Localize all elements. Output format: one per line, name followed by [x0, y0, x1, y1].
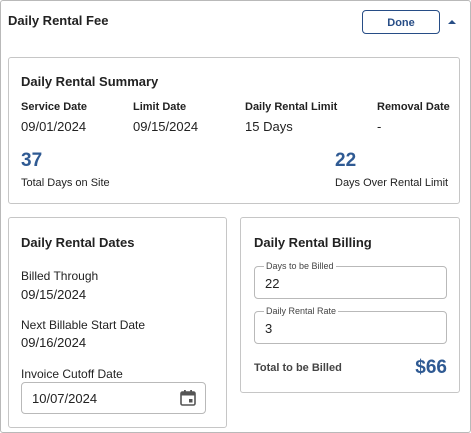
panel-header: Daily Rental Fee Done	[1, 1, 470, 43]
removal-date-value: -	[377, 119, 382, 134]
summary-card: Daily Rental Summary Service Date 09/01/…	[8, 57, 460, 204]
summary-title: Daily Rental Summary	[21, 74, 159, 89]
total-days-value: 37	[21, 150, 43, 171]
billed-through-label: Billed Through	[21, 269, 99, 283]
rental-dates-title: Daily Rental Dates	[21, 235, 135, 250]
rental-limit-label: Daily Rental Limit	[245, 101, 338, 113]
cutoff-label: Invoice Cutoff Date	[21, 367, 123, 381]
calendar-icon[interactable]	[180, 389, 196, 406]
next-start-label: Next Billable Start Date	[21, 318, 146, 332]
removal-date-label: Removal Date	[377, 101, 450, 113]
invoice-cutoff-date-value: 10/07/2024	[32, 391, 98, 406]
daily-rental-rate-value: 3	[265, 321, 273, 336]
next-start-value: 09/16/2024	[21, 335, 87, 350]
limit-date-label: Limit Date	[133, 101, 187, 113]
rental-limit-value: 15 Days	[245, 119, 293, 134]
daily-rental-rate-field[interactable]: Daily Rental Rate 3	[254, 306, 447, 344]
days-over-label: Days Over Rental Limit	[335, 177, 449, 189]
days-to-be-billed-field[interactable]: Days to be Billed 22	[254, 261, 447, 299]
done-button[interactable]: Done	[362, 10, 440, 34]
total-to-be-billed-label: Total to be Billed	[254, 362, 342, 374]
invoice-cutoff-date-input[interactable]: 10/07/2024	[21, 382, 206, 414]
limit-date-value: 09/15/2024	[133, 119, 199, 134]
rental-billing-card: Daily Rental Billing Days to be Billed 2…	[240, 217, 460, 393]
days-to-be-billed-label: Days to be Billed	[264, 261, 336, 271]
rental-dates-card: Daily Rental Dates Billed Through 09/15/…	[8, 217, 227, 428]
days-to-be-billed-value: 22	[265, 276, 280, 291]
total-to-be-billed-value: $66	[415, 357, 447, 378]
total-days-label: Total Days on Site	[21, 177, 110, 189]
caret-up-icon[interactable]	[446, 16, 458, 28]
service-date-label: Service Date	[21, 101, 88, 113]
days-over-value: 22	[335, 150, 357, 171]
daily-rental-rate-label: Daily Rental Rate	[264, 306, 339, 316]
panel-title: Daily Rental Fee	[8, 13, 109, 28]
billed-through-value: 09/15/2024	[21, 287, 87, 302]
service-date-value: 09/01/2024	[21, 119, 87, 134]
rental-billing-title: Daily Rental Billing	[254, 235, 372, 250]
